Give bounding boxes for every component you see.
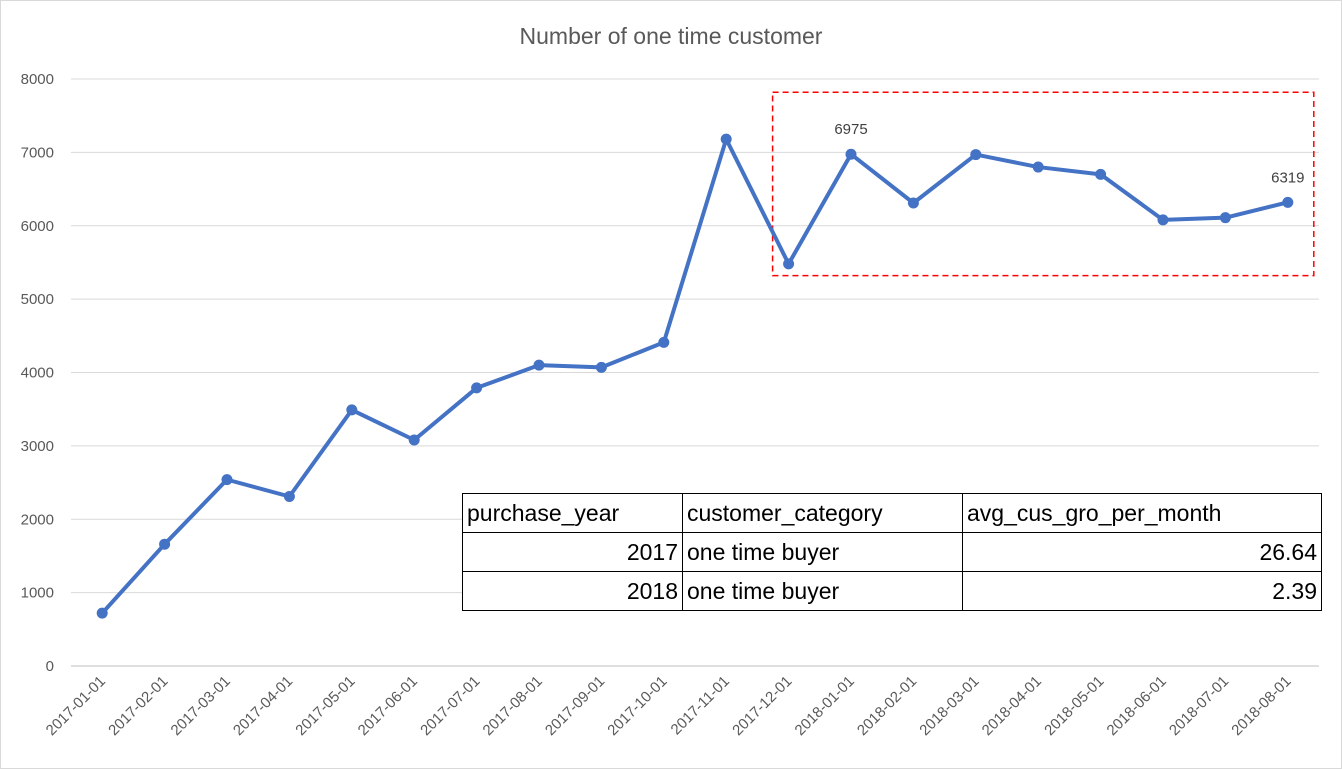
x-tick-label: 2018-07-01: [1166, 673, 1232, 739]
chart-title: Number of one time customer: [520, 23, 823, 49]
highlight-box: [771, 91, 1315, 277]
data-label: 6975: [834, 121, 867, 138]
summary-table: purchase_year customer_category avg_cus_…: [462, 493, 1322, 611]
y-tick-label: 4000: [21, 365, 54, 382]
data-point: [845, 148, 857, 160]
data-point: [658, 336, 670, 348]
x-tick-label: 2017-01-01: [43, 673, 109, 739]
x-tick-label: 2018-02-01: [854, 673, 920, 739]
table-cell: one time buyer: [682, 532, 963, 572]
y-tick-label: 2000: [21, 511, 54, 528]
x-tick-label: 2017-02-01: [105, 673, 171, 739]
x-tick-label: 2018-05-01: [1041, 673, 1107, 739]
data-point: [96, 607, 108, 619]
y-tick-label: 3000: [21, 438, 54, 455]
table-cell: 2.39: [962, 571, 1322, 611]
y-tick-label: 5000: [21, 291, 54, 308]
x-tick-label: 2018-01-01: [792, 673, 858, 739]
y-tick-label: 6000: [21, 218, 54, 235]
x-tick-label: 2017-10-01: [604, 673, 670, 739]
y-tick-label: 8000: [21, 71, 54, 88]
series-group: [96, 133, 1294, 619]
x-tick-label: 2017-04-01: [230, 673, 296, 739]
series-line: [100, 137, 1290, 616]
table-header-cell: customer_category: [682, 493, 963, 533]
table-row: 2017 one time buyer 26.64: [462, 532, 1322, 572]
table-cell: 2017: [462, 532, 683, 572]
data-label: 6319: [1271, 169, 1304, 186]
data-point: [1032, 161, 1044, 173]
x-tick-label: 2018-04-01: [979, 673, 1045, 739]
y-tick-label: 1000: [21, 585, 54, 602]
table-header-cell: avg_cus_gro_per_month: [962, 493, 1322, 533]
highlight-box-group: [771, 91, 1315, 277]
data-point: [783, 258, 795, 270]
data-point: [346, 404, 358, 416]
y-tick-label: 7000: [21, 144, 54, 161]
table-row: 2018 one time buyer 2.39: [462, 571, 1322, 611]
x-tick-label: 2018-06-01: [1104, 673, 1170, 739]
table-header-cell: purchase_year: [462, 493, 683, 533]
x-tick-label: 2017-11-01: [668, 673, 733, 738]
x-tick-label: 2017-09-01: [542, 673, 608, 739]
data-point: [595, 361, 607, 373]
data-point: [720, 133, 732, 145]
data-point: [471, 382, 483, 394]
data-point: [408, 434, 420, 446]
data-point: [1157, 214, 1169, 226]
data-point: [1095, 168, 1107, 180]
gridlines: [71, 78, 1319, 667]
x-tick-label: 2017-12-01: [729, 673, 795, 739]
data-point: [907, 197, 919, 209]
data-point: [283, 491, 295, 503]
x-tick-label: 2018-03-01: [916, 673, 982, 739]
x-axis-ticks: 2017-01-012017-02-012017-03-012017-04-01…: [43, 673, 1295, 739]
data-point: [159, 538, 171, 550]
data-point: [1282, 196, 1294, 208]
table-cell: one time buyer: [682, 571, 963, 611]
x-tick-label: 2017-03-01: [168, 673, 234, 739]
data-point: [221, 474, 233, 486]
data-point: [970, 149, 982, 161]
x-tick-label: 2018-08-01: [1228, 673, 1294, 739]
x-tick-label: 2017-05-01: [292, 673, 358, 739]
table-header-row: purchase_year customer_category avg_cus_…: [462, 493, 1322, 533]
y-tick-label: 0: [46, 658, 54, 675]
table-cell: 26.64: [962, 532, 1322, 572]
data-labels: 6975 6319: [834, 121, 1304, 186]
data-point: [1219, 212, 1231, 224]
x-tick-label: 2017-07-01: [417, 673, 483, 739]
data-point: [533, 359, 545, 371]
x-tick-label: 2017-08-01: [480, 673, 546, 739]
table-cell: 2018: [462, 571, 683, 611]
x-tick-label: 2017-06-01: [355, 673, 421, 739]
y-axis-ticks: 0 1000 2000 3000 4000 5000 6000 7000 8000: [21, 71, 54, 675]
